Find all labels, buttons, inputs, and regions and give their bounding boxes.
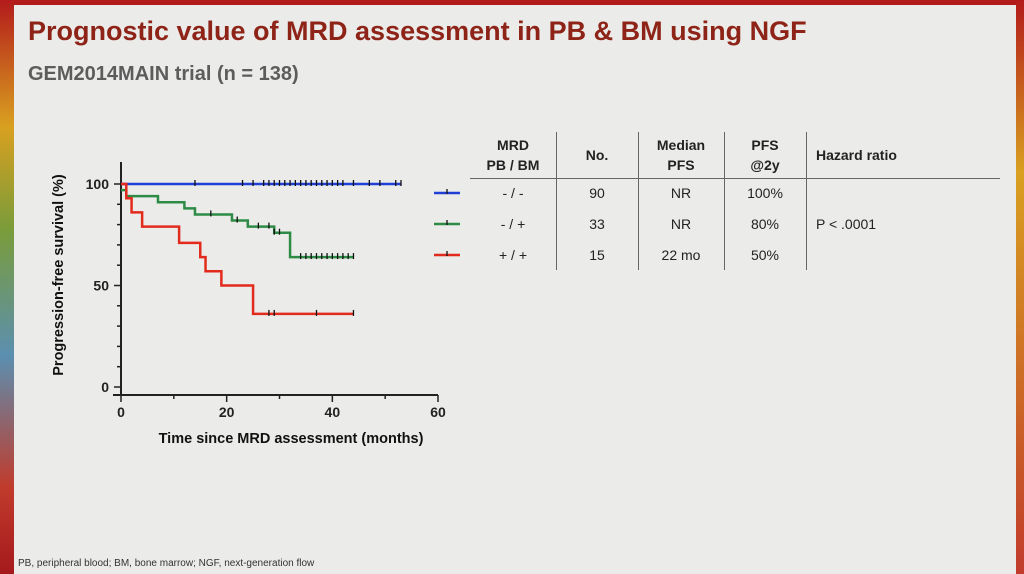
header-pfs-2y: PFS @2y (724, 135, 806, 175)
header-hazard-ratio: Hazard ratio (816, 145, 897, 165)
x-axis-label: Time since MRD assessment (months) (159, 431, 424, 447)
row-median: NR (670, 216, 692, 232)
row-pfs-2y: 80% (750, 216, 780, 232)
results-table: MRD PB / BM No. Median PFS PFS @2y Hazar… (470, 130, 1000, 275)
table-divider (806, 132, 807, 270)
table-divider (556, 132, 557, 270)
x-tick-label: 20 (219, 404, 235, 420)
x-tick-label: 40 (325, 404, 341, 420)
table-header-rule (470, 178, 1000, 179)
row-median: 22 mo (661, 247, 701, 263)
x-tick-label: 60 (430, 404, 446, 420)
right-accent-bar (1016, 0, 1024, 574)
header-pfs-line1: PFS (751, 137, 779, 153)
y-tick-label: 100 (86, 176, 110, 192)
header-mrd-line1: MRD (497, 137, 529, 153)
km-curve-1 (121, 188, 354, 259)
row-count: 15 (589, 247, 605, 263)
y-axis-label: Progression-free survival (%) (51, 174, 67, 376)
hazard-ratio-value: P < .0001 (816, 216, 877, 232)
row-group: + / + (498, 247, 528, 263)
header-no-line1: No. (585, 147, 609, 163)
y-tick-label: 50 (93, 278, 109, 294)
header-pfs-line2: @2y (750, 157, 780, 173)
top-accent-bar (0, 0, 1024, 5)
row-group: - / + (500, 216, 526, 232)
row-group: - / - (502, 185, 524, 201)
row-pfs-2y: 50% (750, 247, 780, 263)
header-hr-line1: Hazard ratio (816, 147, 897, 163)
left-accent-bar (0, 0, 14, 574)
header-median-line2: PFS (667, 157, 695, 173)
header-median-line1: Median (656, 137, 706, 153)
slide-title: Prognostic value of MRD assessment in PB… (28, 16, 807, 46)
slide-subtitle: GEM2014MAIN trial (n = 138) (28, 63, 299, 85)
x-tick-label: 0 (117, 404, 125, 420)
header-mrd-line2: PB / BM (486, 157, 540, 173)
row-count: 33 (589, 216, 605, 232)
y-tick-label: 0 (101, 379, 109, 395)
footnote: PB, peripheral blood; BM, bone marrow; N… (18, 558, 315, 569)
header-mrd: MRD PB / BM (470, 135, 556, 175)
header-no: No. (556, 145, 638, 165)
table-divider (638, 132, 639, 270)
header-median-pfs: Median PFS (638, 135, 724, 175)
km-curve-2 (121, 182, 354, 316)
table-divider (724, 132, 725, 270)
row-pfs-2y: 100% (747, 185, 783, 201)
row-count: 90 (589, 185, 605, 201)
row-median: NR (670, 185, 692, 201)
